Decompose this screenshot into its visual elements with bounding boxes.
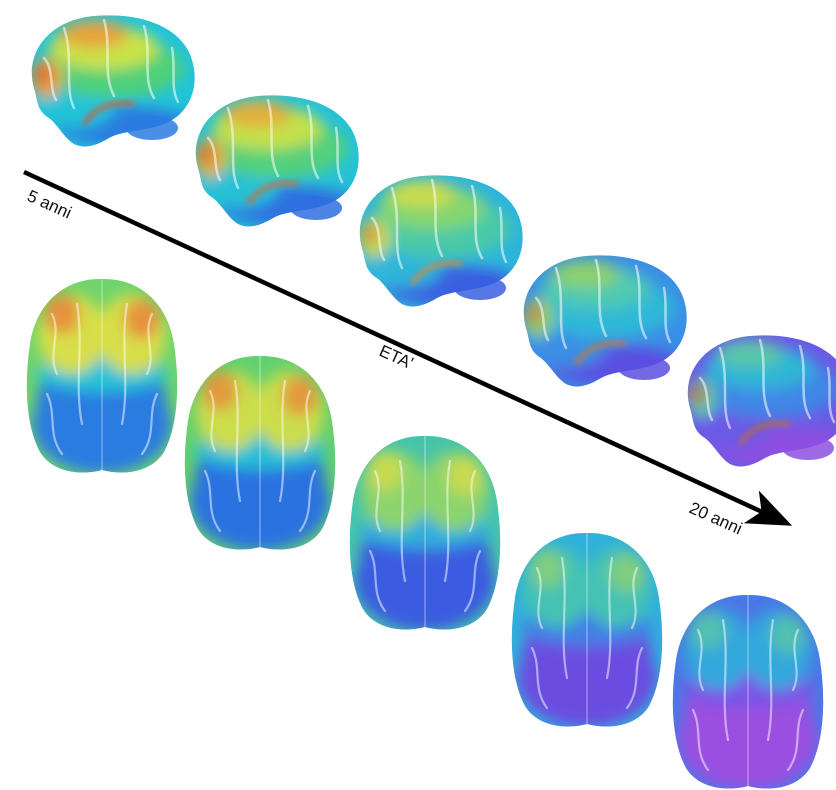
label-end-age: 20 anni: [686, 498, 745, 538]
age-arrow: [23, 169, 793, 526]
brain-top-3: [349, 435, 501, 630]
brain-series: [26, 15, 836, 789]
brain-lateral-2: [195, 95, 359, 227]
brain-top-1: [26, 278, 178, 473]
brain-top-2: [184, 355, 336, 550]
brain-lateral-1: [31, 15, 195, 147]
label-axis-age: ETA': [376, 341, 416, 373]
brain-top-5: [672, 594, 824, 789]
brain-lateral-4: [523, 255, 687, 387]
brain-lateral-5: [687, 335, 836, 467]
brain-top-4: [511, 532, 663, 727]
brain-lateral-3: [359, 175, 523, 307]
